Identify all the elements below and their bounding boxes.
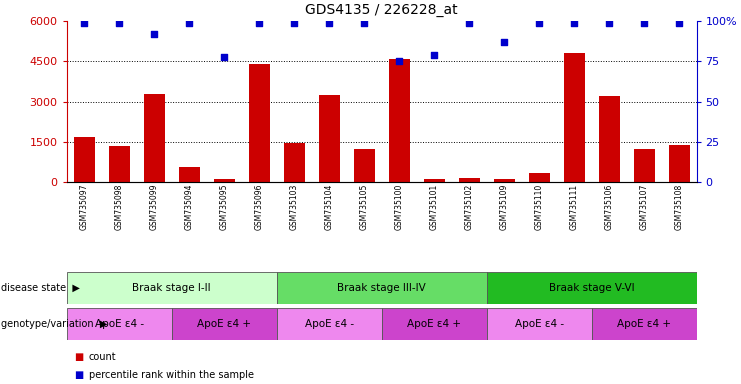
Text: percentile rank within the sample: percentile rank within the sample [89,370,254,380]
Text: ApoE ε4 -: ApoE ε4 - [95,319,144,329]
Point [638,20,650,26]
Bar [528,173,550,182]
Bar [67,272,276,304]
Point [288,20,300,26]
Text: Braak stage V-VI: Braak stage V-VI [549,283,634,293]
Text: count: count [89,352,116,362]
Text: ApoE ε4 -: ApoE ε4 - [514,319,564,329]
Bar [109,146,130,182]
Point [534,20,545,26]
Bar [668,145,690,182]
Bar [319,95,339,182]
Bar [213,179,235,182]
Bar [487,308,591,340]
Bar [599,96,619,182]
Text: Braak stage III-IV: Braak stage III-IV [337,283,426,293]
Bar [459,178,479,182]
Bar [276,272,487,304]
Point [358,20,370,26]
Bar [382,308,487,340]
Point [79,20,90,26]
Point [253,20,265,26]
Bar [494,179,514,182]
Bar [634,149,654,182]
Point [113,20,125,26]
Bar [73,137,95,182]
Title: GDS4135 / 226228_at: GDS4135 / 226228_at [305,3,458,17]
Point [498,39,510,45]
Bar [353,149,375,182]
Point [463,20,475,26]
Bar [388,59,410,182]
Bar [424,179,445,182]
Point [183,20,195,26]
Bar [144,94,165,182]
Text: Braak stage I-II: Braak stage I-II [133,283,211,293]
Point [219,53,230,60]
Text: ApoE ε4 +: ApoE ε4 + [407,319,461,329]
Bar [172,308,276,340]
Text: ApoE ε4 +: ApoE ε4 + [197,319,251,329]
Text: ■: ■ [74,352,83,362]
Point [323,20,335,26]
Bar [67,308,172,340]
Point [428,52,440,58]
Text: disease state  ▶: disease state ▶ [1,283,79,293]
Bar [564,53,585,182]
Point [673,20,685,26]
Text: ApoE ε4 +: ApoE ε4 + [617,319,671,329]
Bar [179,167,199,182]
Point [603,20,615,26]
Point [148,31,160,37]
Point [393,58,405,65]
Text: ApoE ε4 -: ApoE ε4 - [305,319,353,329]
Text: genotype/variation  ▶: genotype/variation ▶ [1,319,107,329]
Bar [591,308,697,340]
Bar [249,64,270,182]
Text: ■: ■ [74,370,83,380]
Point [568,20,580,26]
Bar [284,143,305,182]
Bar [276,308,382,340]
Bar [487,272,697,304]
